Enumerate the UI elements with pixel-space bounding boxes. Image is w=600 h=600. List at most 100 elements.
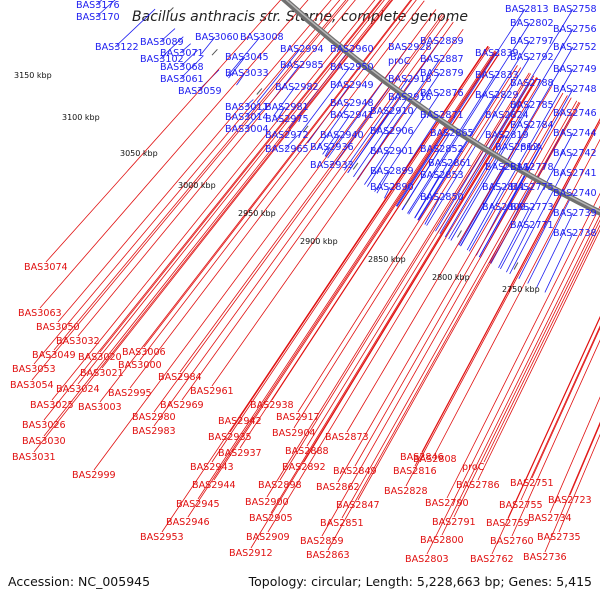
gene-label-reverse[interactable]: BAS2851 <box>320 518 364 529</box>
gene-label-forward[interactable]: BAS2758 <box>553 4 597 15</box>
gene-label-forward[interactable]: BAS3008 <box>240 32 284 43</box>
gene-label-forward[interactable]: BAS2802 <box>510 18 554 29</box>
gene-label-reverse[interactable]: BAS2723 <box>548 495 592 506</box>
gene-label-forward[interactable]: BAS3068 <box>160 62 204 73</box>
gene-label-forward[interactable]: BAS2850 <box>420 192 464 203</box>
gene-label-reverse[interactable]: BAS2755 <box>499 500 543 511</box>
gene-label-forward[interactable]: BAS2965 <box>265 144 309 155</box>
gene-label-forward[interactable]: BAS2936 <box>310 142 354 153</box>
gene-label-forward[interactable]: BAS2812 <box>495 142 539 153</box>
gene-label-reverse[interactable]: BAS2863 <box>306 550 350 561</box>
gene-label-reverse[interactable]: BAS2816 <box>393 466 437 477</box>
gene-label-forward[interactable]: BAS2941 <box>330 110 374 121</box>
gene-label-forward[interactable]: BAS2899 <box>370 166 414 177</box>
gene-label-forward[interactable]: BAS2778 <box>510 162 554 173</box>
gene-label-forward[interactable]: BAS2887 <box>420 54 464 65</box>
gene-label-forward[interactable]: BAS2985 <box>280 60 324 71</box>
gene-label-reverse[interactable]: BAS3026 <box>22 420 66 431</box>
gene-label-reverse[interactable]: BAS2984 <box>158 372 202 383</box>
gene-label-forward[interactable]: BAS2744 <box>553 128 597 139</box>
gene-label-forward[interactable]: BAS2839 <box>475 48 519 59</box>
gene-label-forward[interactable]: BAS2889 <box>420 36 464 47</box>
gene-label-reverse[interactable]: BAS2917 <box>276 412 320 423</box>
gene-label-reverse[interactable]: BAS2736 <box>523 552 567 563</box>
gene-label-forward[interactable]: BAS3004 <box>225 124 269 135</box>
gene-label-reverse[interactable]: BAS3054 <box>10 380 54 391</box>
gene-label-forward[interactable]: BAS2833 <box>475 70 519 81</box>
gene-label-forward[interactable]: BAS2771 <box>510 220 554 231</box>
gene-label-forward[interactable]: BAS2865 <box>430 128 474 139</box>
gene-label-forward[interactable]: BAS2738 <box>553 228 597 239</box>
gene-label-forward[interactable]: BAS2775 <box>510 182 554 193</box>
gene-label-reverse[interactable]: BAS2808 <box>413 454 457 465</box>
gene-label-reverse[interactable]: BAS2762 <box>470 554 514 565</box>
gene-label-reverse[interactable]: BAS2905 <box>249 513 293 524</box>
gene-label-forward[interactable]: BAS2741 <box>553 168 597 179</box>
gene-label-forward[interactable]: BAS2797 <box>510 36 554 47</box>
gene-label-reverse[interactable]: BAS3053 <box>12 364 56 375</box>
gene-label-reverse[interactable]: BAS3030 <box>22 436 66 447</box>
gene-label-reverse[interactable]: BAS2900 <box>245 497 289 508</box>
gene-label-reverse[interactable]: BAS2735 <box>537 532 581 543</box>
gene-label-forward[interactable]: BAS3061 <box>160 74 204 85</box>
gene-label-forward[interactable]: BAS2901 <box>370 146 414 157</box>
gene-label-forward[interactable]: BAS2746 <box>553 108 597 119</box>
gene-label-forward[interactable]: BAS2918 <box>388 74 432 85</box>
gene-label-forward[interactable]: BAS2933 <box>310 160 354 171</box>
gene-label-forward[interactable]: proA <box>520 142 543 153</box>
gene-label-forward[interactable]: BAS2756 <box>553 24 597 35</box>
gene-label-reverse[interactable]: BAS3021 <box>80 368 124 379</box>
gene-label-reverse[interactable]: BAS2944 <box>192 480 236 491</box>
gene-label-reverse[interactable]: BAS2760 <box>490 536 534 547</box>
gene-label-forward[interactable]: BAS3011 <box>225 102 269 113</box>
gene-label-forward[interactable]: BAS2811 <box>482 182 526 193</box>
gene-label-forward[interactable]: BAS3071 <box>160 48 204 59</box>
gene-label-forward[interactable]: BAS3170 <box>76 12 120 23</box>
gene-label-reverse[interactable]: BAS3020 <box>78 352 122 363</box>
gene-label-reverse[interactable]: BAS3024 <box>56 384 100 395</box>
gene-label-reverse[interactable]: BAS2892 <box>282 462 326 473</box>
gene-label-reverse[interactable]: BAS2909 <box>246 532 290 543</box>
gene-label-forward[interactable]: BAS2785 <box>510 100 554 111</box>
gene-label-forward[interactable]: BAS2876 <box>420 88 464 99</box>
gene-label-forward[interactable]: BAS2740 <box>553 188 597 199</box>
gene-label-reverse[interactable]: BAS2953 <box>140 532 184 543</box>
gene-label-forward[interactable]: BAS3014 <box>225 112 269 123</box>
gene-label-forward[interactable]: BAS2752 <box>553 42 597 53</box>
gene-label-forward[interactable]: BAS2890 <box>370 182 414 193</box>
gene-label-forward[interactable]: BAS2994 <box>280 44 324 55</box>
gene-label-forward[interactable]: BAS2972 <box>265 130 309 141</box>
gene-label-reverse[interactable]: BAS2734 <box>528 513 572 524</box>
gene-label-reverse[interactable]: BAS2849 <box>333 466 377 477</box>
gene-label-forward[interactable]: BAS2773 <box>510 202 554 213</box>
gene-label-reverse[interactable]: BAS2751 <box>510 478 554 489</box>
gene-label-forward[interactable]: BAS3060 <box>195 32 239 43</box>
gene-label-forward[interactable]: BAS2853 <box>420 170 464 181</box>
gene-label-forward[interactable]: BAS2788 <box>510 78 554 89</box>
gene-label-reverse[interactable]: BAS3032 <box>56 336 100 347</box>
gene-label-reverse[interactable]: BAS3025 <box>30 400 74 411</box>
gene-label-forward[interactable]: BAS2784 <box>510 120 554 131</box>
gene-label-reverse[interactable]: BAS3049 <box>32 350 76 361</box>
gene-label-reverse[interactable]: BAS2912 <box>229 548 273 559</box>
gene-label-forward[interactable]: BAS2928 <box>388 42 432 53</box>
gene-label-reverse[interactable]: proC <box>462 462 485 473</box>
gene-label-reverse[interactable]: BAS2995 <box>108 388 152 399</box>
gene-label-forward[interactable]: BAS2792 <box>510 52 554 63</box>
gene-label-reverse[interactable]: BAS3050 <box>36 322 80 333</box>
gene-label-forward[interactable]: BAS2824 <box>485 110 529 121</box>
gene-label-forward[interactable]: BAS2950 <box>330 62 374 73</box>
gene-label-reverse[interactable]: BAS2803 <box>405 554 449 565</box>
gene-label-forward[interactable]: BAS2829 <box>475 90 519 101</box>
gene-label-reverse[interactable]: BAS3003 <box>78 402 122 413</box>
gene-label-forward[interactable]: BAS3102 <box>140 54 184 65</box>
gene-label-reverse[interactable]: BAS3031 <box>12 452 56 463</box>
gene-label-reverse[interactable]: BAS2937 <box>218 448 262 459</box>
gene-label-forward[interactable]: BAS2975 <box>265 114 309 125</box>
gene-label-reverse[interactable]: BAS2942 <box>218 416 262 427</box>
gene-label-forward[interactable]: BAS2819 <box>485 130 529 141</box>
gene-label-reverse[interactable]: BAS2759 <box>486 518 530 529</box>
gene-label-forward[interactable]: proC <box>388 56 411 67</box>
gene-label-reverse[interactable]: BAS3000 <box>118 360 162 371</box>
gene-label-forward[interactable]: BAS3045 <box>225 52 269 63</box>
